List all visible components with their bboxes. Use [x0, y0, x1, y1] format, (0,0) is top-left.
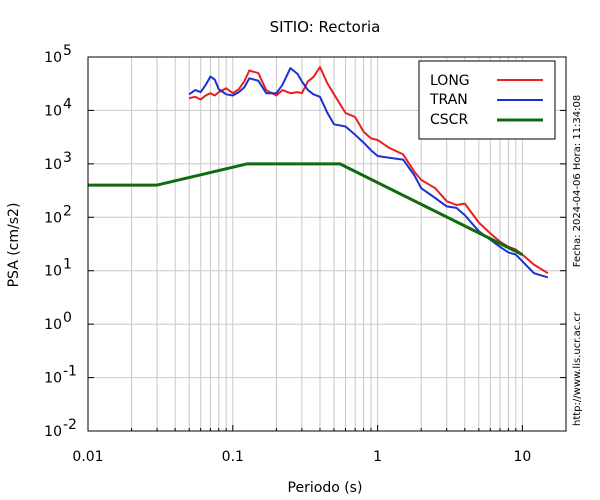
- series-line-tran: [188, 67, 549, 279]
- x-axis-label: Periodo (s): [288, 480, 363, 496]
- x-tick-labels: 0.01 0.1 1 10: [72, 449, 531, 465]
- plot-frame: [87, 56, 567, 432]
- y-tick-exponent: 4: [63, 96, 72, 112]
- y-tick-exponent: -1: [63, 364, 77, 380]
- y-tick-label: 10: [44, 371, 62, 387]
- x-tick-label: 0.01: [72, 449, 103, 465]
- grid-lines: [88, 57, 566, 431]
- y-axis-label: PSA (cm/s2): [6, 203, 22, 288]
- y-tick-label: 10: [44, 210, 62, 226]
- timestamp-text: Fecha: 2024-04-06 Hora: 11:34:08: [572, 95, 583, 268]
- url-text: http://www.lis.ucr.ac.cr: [572, 311, 583, 426]
- y-tick-exponent: 3: [63, 150, 72, 166]
- x-tick-label: 10: [513, 449, 531, 465]
- y-tick-label: 10: [44, 157, 62, 173]
- legend-label-long: LONG: [430, 73, 470, 89]
- series-line-cscr: [88, 162, 524, 256]
- series-lines: [88, 66, 549, 279]
- x-tick-label: 0.1: [222, 449, 244, 465]
- y-tick-label: 10: [44, 317, 62, 333]
- x-tick-label: 1: [373, 449, 382, 465]
- y-tick-label: 10: [44, 50, 62, 66]
- axis-ticks: [88, 56, 566, 432]
- y-tick-exponent: 0: [63, 310, 72, 326]
- legend: LONG TRAN CSCR: [418, 60, 556, 140]
- y-tick-label: 10: [44, 103, 62, 119]
- legend-label-cscr: CSCR: [430, 112, 468, 128]
- y-tick-exponent: 1: [63, 257, 72, 273]
- y-tick-exponent: -2: [63, 417, 77, 433]
- series-line-long: [188, 66, 549, 275]
- legend-label-tran: TRAN: [429, 92, 468, 108]
- y-tick-label: 10: [44, 264, 62, 280]
- y-tick-label: 10: [44, 424, 62, 440]
- y-tick-exponent: 2: [63, 203, 72, 219]
- chart-title: SITIO: Rectoria: [270, 18, 381, 36]
- y-tick-exponent: 5: [63, 43, 72, 59]
